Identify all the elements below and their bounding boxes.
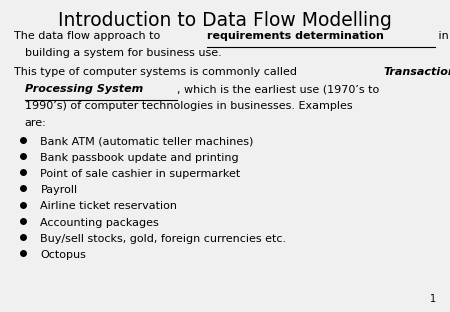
Text: Processing System: Processing System: [25, 84, 143, 94]
Text: in: in: [435, 31, 449, 41]
Text: Point of sale cashier in supermarket: Point of sale cashier in supermarket: [40, 169, 241, 179]
Text: Buy/sell stocks, gold, foreign currencies etc.: Buy/sell stocks, gold, foreign currencie…: [40, 234, 287, 244]
Text: , which is the earliest use (1970’s to: , which is the earliest use (1970’s to: [177, 84, 380, 94]
Text: Payroll: Payroll: [40, 185, 77, 195]
Text: Transaction: Transaction: [383, 67, 450, 77]
Text: Octopus: Octopus: [40, 250, 86, 260]
Text: 1990’s) of computer technologies in businesses. Examples: 1990’s) of computer technologies in busi…: [25, 101, 352, 111]
Text: Bank ATM (automatic teller machines): Bank ATM (automatic teller machines): [40, 137, 254, 147]
Text: This type of computer systems is commonly called: This type of computer systems is commonl…: [14, 67, 300, 77]
Text: 1: 1: [430, 294, 436, 304]
Text: are:: are:: [25, 118, 46, 128]
Text: requirements determination: requirements determination: [207, 31, 383, 41]
Text: Bank passbook update and printing: Bank passbook update and printing: [40, 153, 239, 163]
Text: building a system for business use.: building a system for business use.: [25, 48, 221, 58]
Text: Accounting packages: Accounting packages: [40, 218, 159, 228]
Text: Introduction to Data Flow Modelling: Introduction to Data Flow Modelling: [58, 11, 392, 30]
Text: Airline ticket reservation: Airline ticket reservation: [40, 202, 177, 212]
Text: The data flow approach to: The data flow approach to: [14, 31, 163, 41]
